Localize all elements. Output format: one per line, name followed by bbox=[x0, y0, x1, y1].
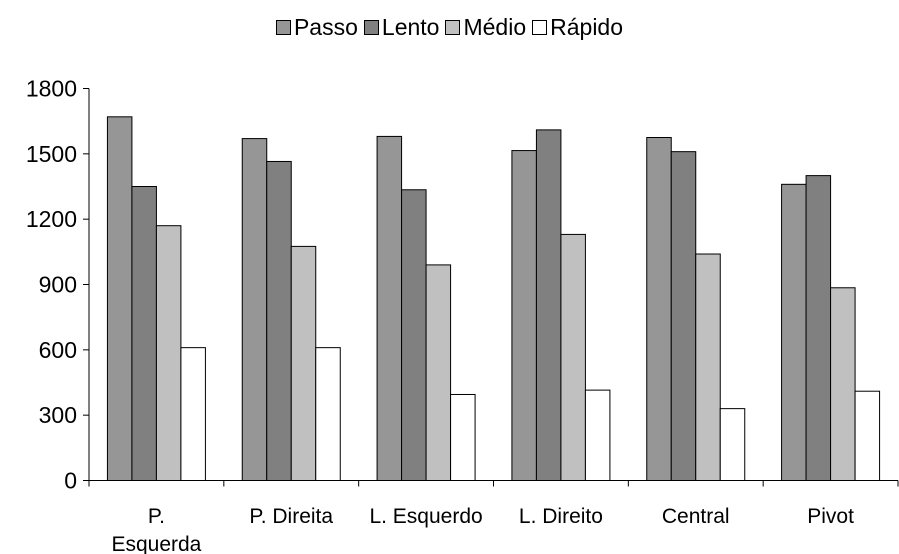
legend-swatch-lento bbox=[363, 20, 379, 35]
x-tick-label: L. Esquerdo bbox=[369, 505, 482, 528]
bar-rapido-1 bbox=[315, 347, 341, 481]
bar-lento-0 bbox=[131, 186, 157, 481]
bar-passo-2 bbox=[376, 135, 403, 482]
bar-lento-1 bbox=[266, 160, 292, 481]
y-tick-label: 900 bbox=[39, 272, 77, 298]
bar-rapido-3 bbox=[584, 389, 611, 481]
legend-label-passo: Passo bbox=[293, 14, 358, 40]
y-tick-label: 1800 bbox=[26, 76, 77, 102]
x-tick-label: P. Esquerda bbox=[111, 505, 201, 554]
bar-medio-4 bbox=[695, 253, 721, 481]
bar-medio-3 bbox=[560, 233, 586, 481]
bar-lento-4 bbox=[670, 151, 697, 481]
bar-passo-4 bbox=[646, 137, 672, 481]
legend-item-rapido: Rápido bbox=[532, 14, 623, 41]
bar-medio-0 bbox=[155, 225, 182, 481]
bar-passo-3 bbox=[511, 150, 537, 481]
bar-rapido-4 bbox=[719, 408, 746, 481]
x-tick-label: P. Direita bbox=[249, 505, 333, 528]
bar-medio-1 bbox=[290, 245, 317, 481]
x-tick-label: L. Direito bbox=[519, 505, 603, 528]
legend-swatch-medio bbox=[445, 20, 461, 35]
bar-medio-2 bbox=[425, 264, 452, 481]
legend-label-lento: Lento bbox=[381, 14, 440, 40]
bar-rapido-2 bbox=[450, 393, 476, 482]
bar-lento-5 bbox=[805, 175, 832, 481]
legend-label-medio: Médio bbox=[463, 14, 527, 40]
legend-swatch-passo bbox=[275, 20, 291, 35]
y-tick-label: 300 bbox=[39, 402, 77, 428]
legend: Passo Lento Médio Rápido bbox=[0, 14, 899, 41]
bar-passo-1 bbox=[241, 138, 268, 481]
legend-item-lento: Lento bbox=[363, 14, 440, 41]
bar-passo-0 bbox=[106, 116, 133, 482]
bar-lento-2 bbox=[401, 189, 427, 481]
y-tick-label: 600 bbox=[39, 337, 77, 363]
y-tick-label: 1200 bbox=[26, 206, 77, 232]
legend-item-passo: Passo bbox=[275, 14, 358, 41]
bar-passo-5 bbox=[781, 183, 807, 481]
bar-medio-5 bbox=[830, 287, 856, 481]
y-tick-label: 1500 bbox=[26, 141, 77, 167]
x-tick-label: Central bbox=[662, 505, 730, 528]
legend-label-rapido: Rápido bbox=[550, 14, 624, 40]
bar-rapido-5 bbox=[854, 390, 881, 482]
x-tick-label: Pivot bbox=[807, 505, 854, 528]
y-tick-label: 0 bbox=[64, 468, 77, 494]
legend-swatch-rapido bbox=[532, 20, 548, 35]
bar-rapido-0 bbox=[180, 347, 206, 481]
bar-lento-3 bbox=[535, 129, 562, 481]
legend-item-medio: Médio bbox=[445, 14, 526, 41]
